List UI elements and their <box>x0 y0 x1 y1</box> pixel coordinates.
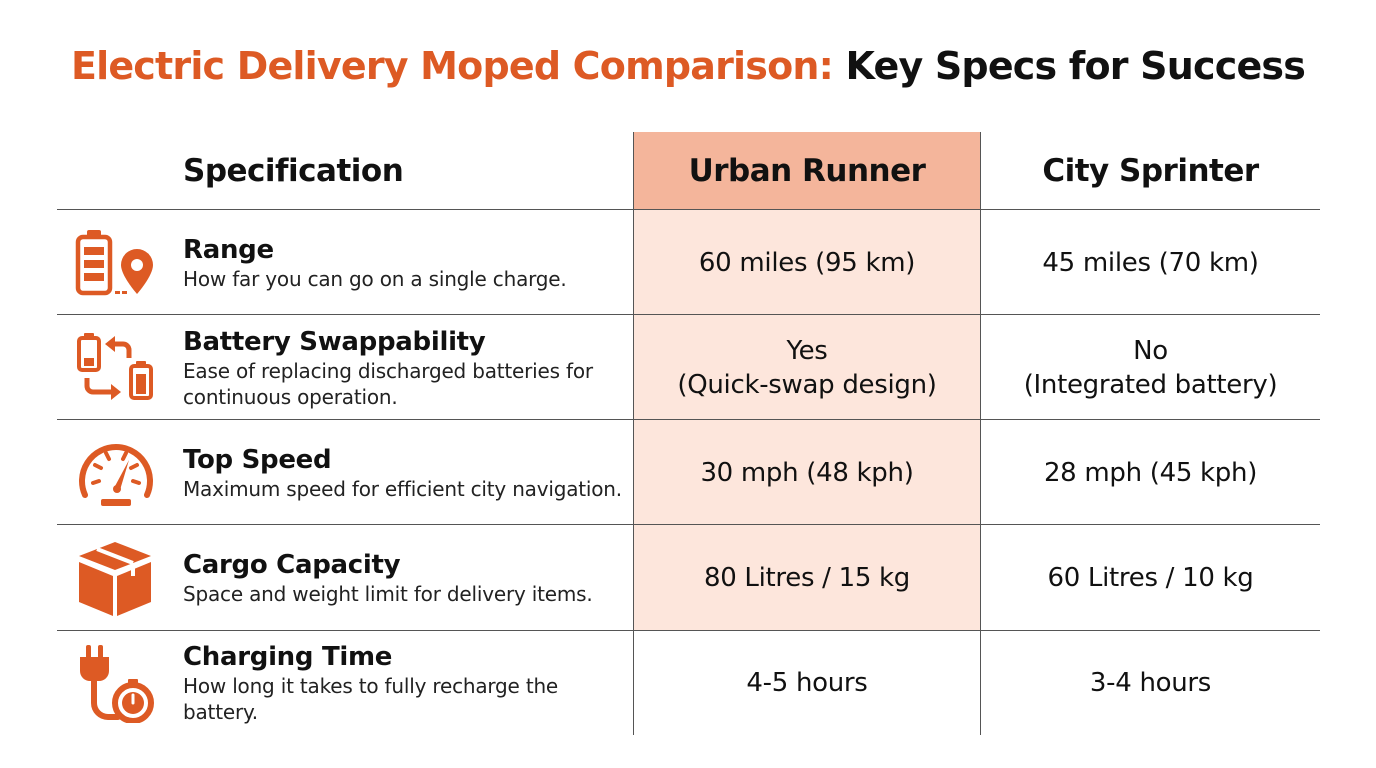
value-city-sprinter-charging-time: 3-4 hours <box>981 630 1320 735</box>
value-line: No <box>1133 335 1168 366</box>
highlight-column-background <box>634 132 980 630</box>
table-row-cargo-capacity: Cargo Capacity Space and weight limit fo… <box>57 525 1320 630</box>
header-city-sprinter: City Sprinter <box>1042 152 1259 189</box>
value-line: 80 Litres / 15 kg <box>703 562 910 593</box>
spec-desc-battery-swappability: Ease of replacing discharged batteries f… <box>183 358 593 409</box>
row-divider-header <box>57 209 1320 210</box>
spec-name-cargo-capacity: Cargo Capacity <box>183 549 401 580</box>
plug-timer-icon <box>71 643 161 723</box>
value-line: 4-5 hours <box>746 667 868 698</box>
table-row-range: Range How far you can go on a single cha… <box>57 210 1320 315</box>
cargo-box-icon <box>71 538 161 618</box>
spec-desc-range: How far you can go on a single charge. <box>183 266 567 291</box>
header-urban-runner: Urban Runner <box>688 152 926 189</box>
page-title: Electric Delivery Moped Comparison: Key … <box>0 44 1376 88</box>
value-line: 3-4 hours <box>1089 667 1212 698</box>
speedometer-icon <box>71 433 161 513</box>
row-divider-4 <box>57 630 1320 631</box>
title-dark: Key Specs for Success <box>845 44 1306 88</box>
value-line: Yes <box>786 335 828 366</box>
column-divider-2 <box>980 132 981 735</box>
value-urban-runner-battery-swappability: Yes (Quick-swap design) <box>634 315 980 420</box>
value-line: (Integrated battery) <box>1023 369 1278 400</box>
value-city-sprinter-battery-swappability: No (Integrated battery) <box>981 315 1320 420</box>
value-line: 30 mph (48 kph) <box>700 457 914 488</box>
spec-name-top-speed: Top Speed <box>183 444 332 475</box>
row-divider-3 <box>57 524 1320 525</box>
highlight-header-background <box>634 132 980 209</box>
spec-name-charging-time: Charging Time <box>183 641 393 672</box>
spec-name-battery-swappability: Battery Swappability <box>183 326 486 357</box>
value-urban-runner-cargo-capacity: 80 Litres / 15 kg <box>634 525 980 630</box>
header-specification: Specification <box>183 152 404 189</box>
table-row-battery-swappability: Battery Swappability Ease of replacing d… <box>57 315 1320 420</box>
battery-swap-icon <box>71 328 161 408</box>
value-urban-runner-top-speed: 30 mph (48 kph) <box>634 420 980 525</box>
value-urban-runner-range: 60 miles (95 km) <box>634 210 980 315</box>
value-line: (Quick-swap design) <box>677 369 937 400</box>
row-divider-1 <box>57 314 1320 315</box>
value-line: 60 Litres / 10 kg <box>1047 562 1254 593</box>
table-row-top-speed: Top Speed Maximum speed for efficient ci… <box>57 420 1320 525</box>
table-row-charging-time: Charging Time How long it takes to fully… <box>57 630 1320 735</box>
spec-desc-top-speed: Maximum speed for efficient city navigat… <box>183 476 622 501</box>
spec-desc-charging-time: How long it takes to fully recharge the … <box>183 673 559 724</box>
value-line: 45 miles (70 km) <box>1042 247 1259 278</box>
battery-location-icon <box>71 223 161 303</box>
value-city-sprinter-cargo-capacity: 60 Litres / 10 kg <box>981 525 1320 630</box>
value-line: 28 mph (45 kph) <box>1043 457 1258 488</box>
column-divider-1 <box>633 132 634 735</box>
spec-name-range: Range <box>183 234 274 265</box>
row-divider-2 <box>57 419 1320 420</box>
spec-desc-cargo-capacity: Space and weight limit for delivery item… <box>183 581 593 606</box>
value-line: 60 miles (95 km) <box>698 247 916 278</box>
value-city-sprinter-top-speed: 28 mph (45 kph) <box>981 420 1320 525</box>
value-urban-runner-charging-time: 4-5 hours <box>634 630 980 735</box>
title-accent: Electric Delivery Moped Comparison: <box>70 44 834 88</box>
value-city-sprinter-range: 45 miles (70 km) <box>981 210 1320 315</box>
